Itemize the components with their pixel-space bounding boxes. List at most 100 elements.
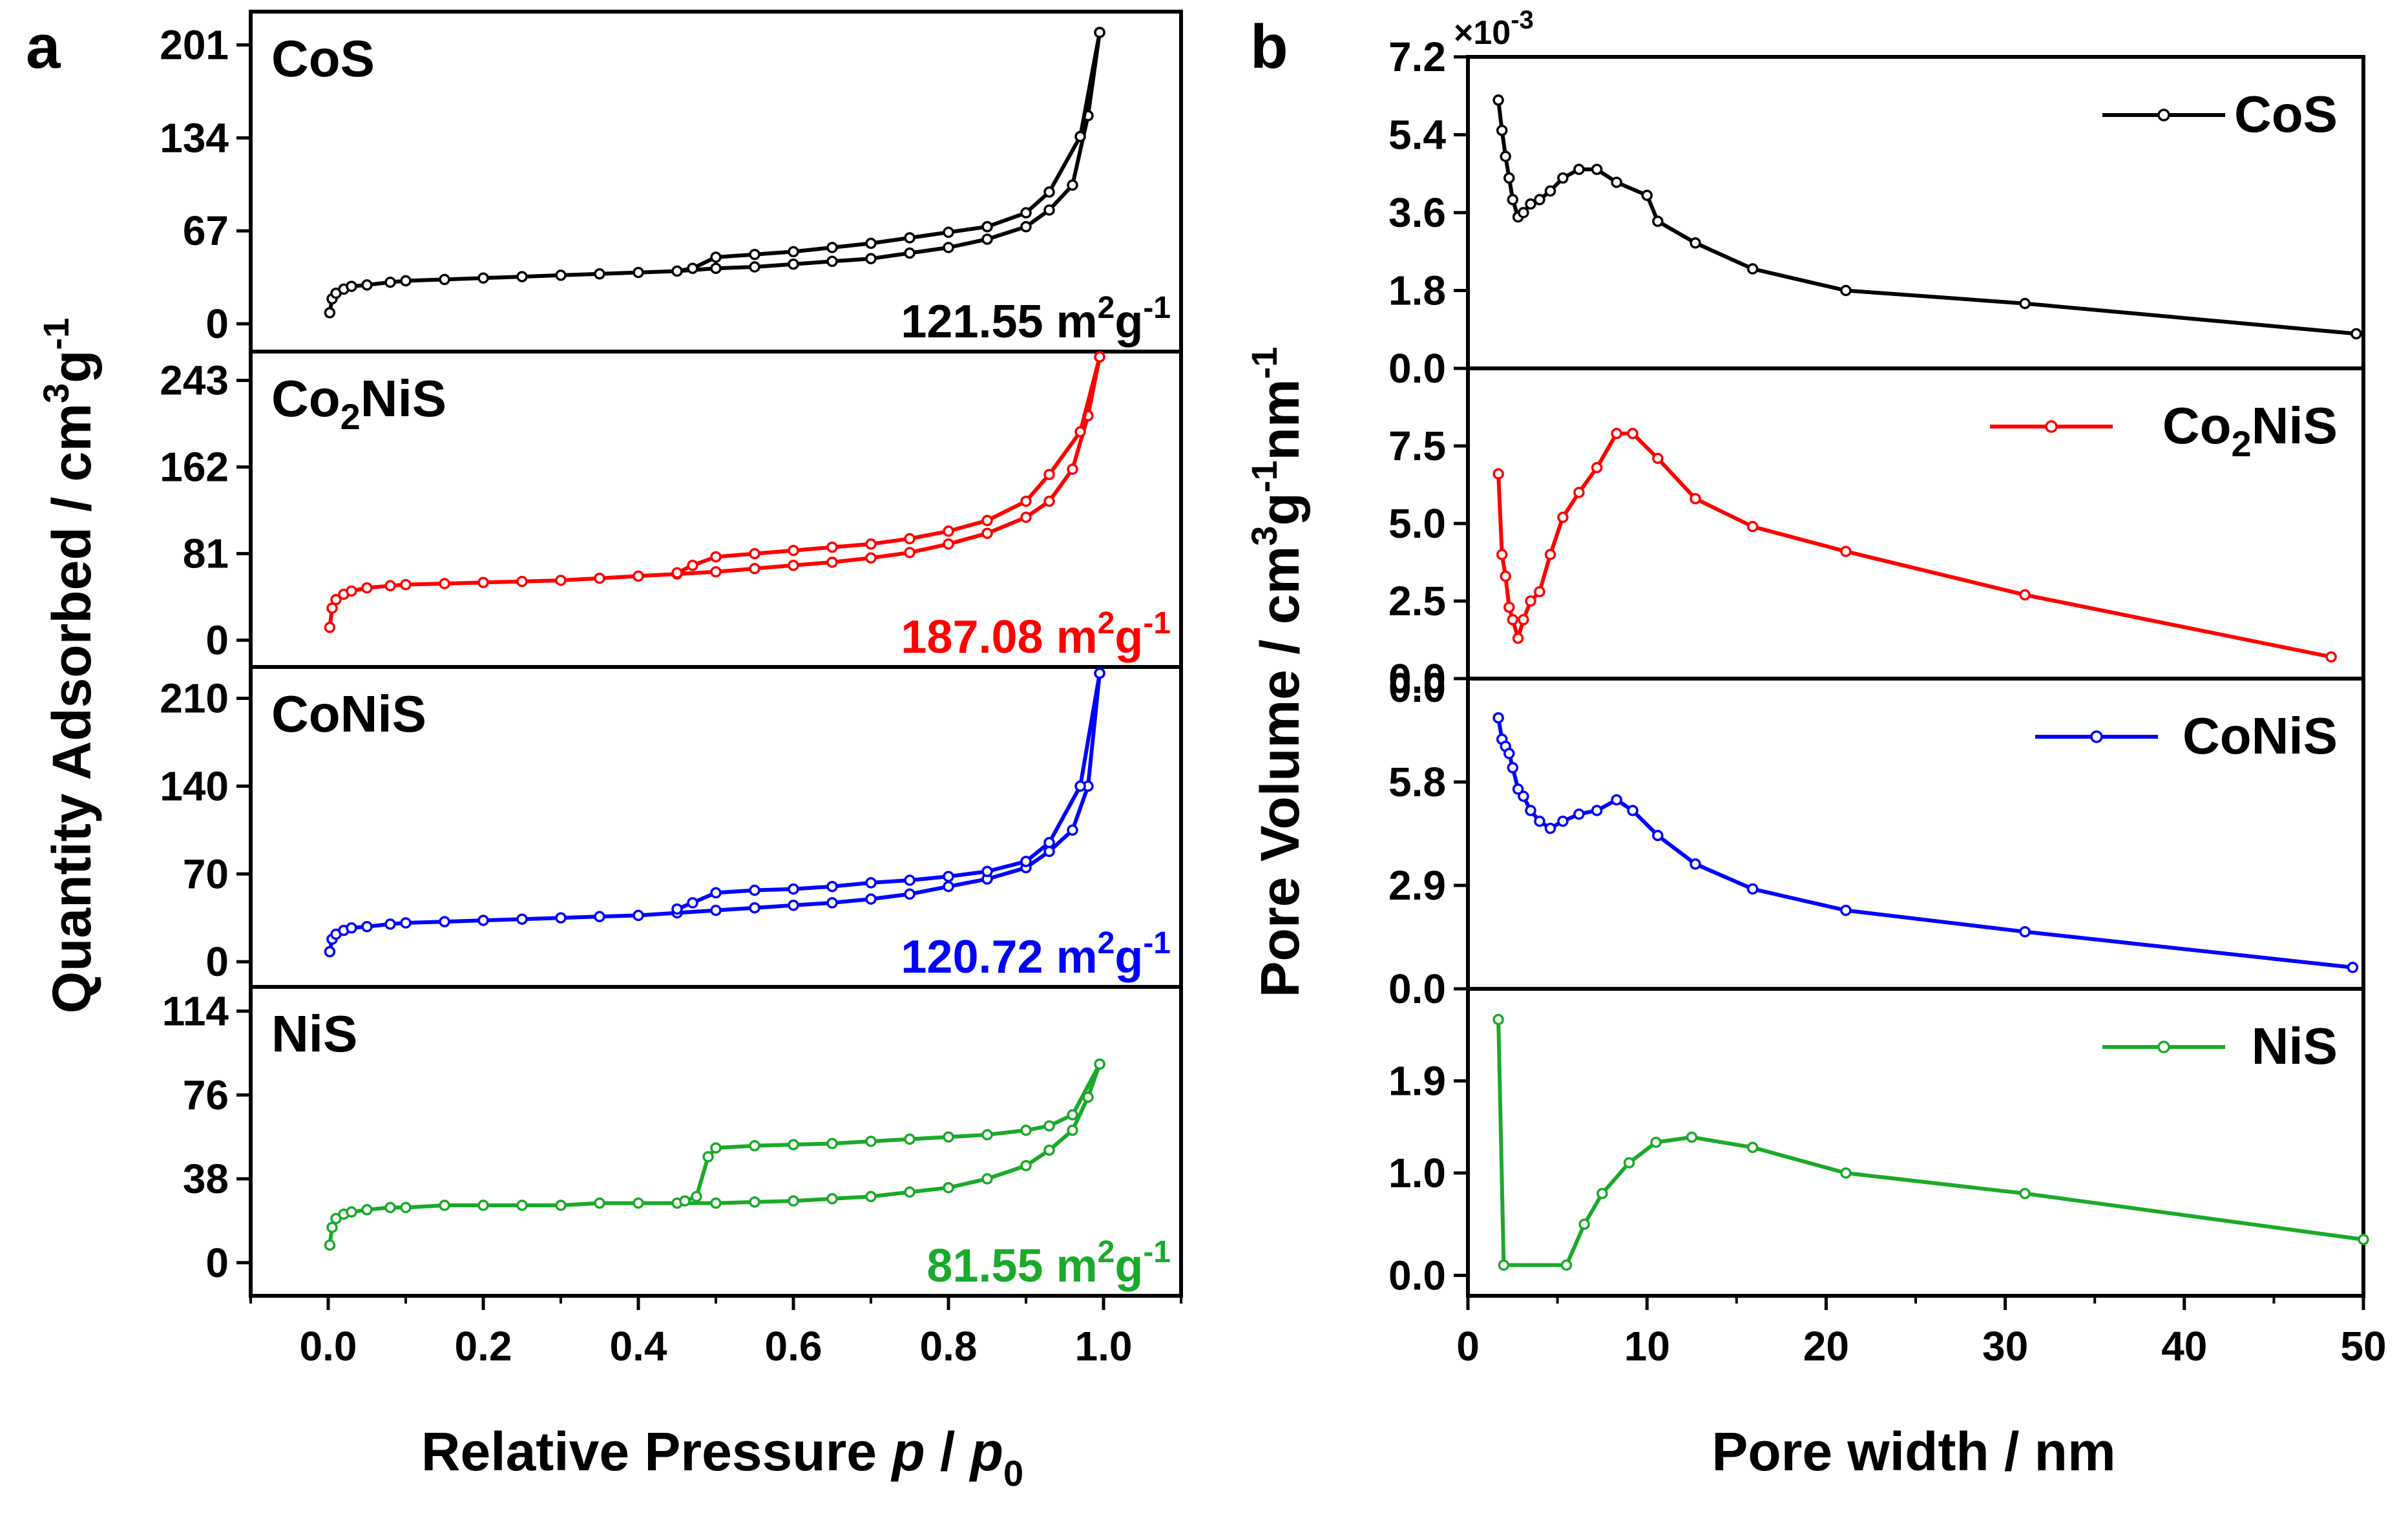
panel-a-xlabel-main: Relative Pressure bbox=[421, 1421, 892, 1482]
data-point bbox=[943, 538, 954, 550]
legend-label-main: Co bbox=[2162, 397, 2232, 454]
sample-label-NiS: NiS bbox=[271, 1005, 357, 1062]
data-point bbox=[439, 1200, 450, 1211]
data-point bbox=[943, 880, 954, 893]
data-point bbox=[710, 262, 722, 274]
data-point bbox=[1492, 712, 1504, 724]
data-point bbox=[1746, 1141, 1759, 1154]
y-tick-label: 5.4 bbox=[1388, 112, 1446, 158]
panel-b-ylabel-sup1: 3 bbox=[1244, 526, 1284, 546]
legend-CoNiS: CoNiS bbox=[2035, 707, 2338, 765]
data-point bbox=[477, 1200, 489, 1211]
data-point bbox=[384, 918, 396, 930]
y-tick-label: 114 bbox=[162, 988, 229, 1035]
x-tick-label: 0.4 bbox=[610, 1323, 667, 1369]
data-point bbox=[439, 916, 450, 927]
data-point bbox=[691, 1190, 702, 1203]
surface-area-sup1: 2 bbox=[1098, 1235, 1115, 1269]
series-line-CoS bbox=[1496, 100, 2357, 336]
data-point bbox=[1503, 601, 1515, 613]
surface-area-sup2: -1 bbox=[1143, 926, 1171, 960]
data-point bbox=[904, 247, 916, 259]
data-point bbox=[400, 917, 412, 929]
data-point bbox=[904, 874, 916, 886]
surface-area-g: g bbox=[1115, 611, 1143, 663]
data-point bbox=[1067, 1109, 1078, 1121]
data-point bbox=[2350, 328, 2362, 340]
data-point bbox=[1557, 815, 1569, 827]
data-point bbox=[687, 560, 698, 571]
data-point bbox=[1500, 151, 1511, 162]
data-point bbox=[1020, 1159, 1032, 1172]
y-tick-label: 7.2 bbox=[1388, 34, 1446, 80]
data-point bbox=[710, 904, 722, 916]
sample-label-main: Co bbox=[271, 370, 340, 427]
y-tick-label: 7.5 bbox=[1388, 423, 1446, 469]
data-point bbox=[361, 1204, 373, 1216]
y-tick-label: 67 bbox=[183, 207, 229, 254]
data-point bbox=[865, 877, 877, 889]
data-point bbox=[1020, 221, 1032, 233]
data-point bbox=[1840, 904, 1852, 916]
data-point bbox=[749, 902, 760, 914]
surface-area-main: 120.72 m bbox=[901, 931, 1097, 983]
data-point bbox=[943, 1131, 954, 1143]
data-point bbox=[361, 921, 373, 933]
data-point bbox=[826, 880, 838, 893]
y-tick-label: 0.0 bbox=[1388, 966, 1446, 1012]
panel-b-ylabel-sup3: -1 bbox=[1244, 347, 1284, 379]
y-tick-label: 0.0 bbox=[1388, 345, 1446, 392]
data-point bbox=[1043, 469, 1055, 480]
data-point bbox=[1650, 1136, 1662, 1148]
data-point bbox=[2019, 589, 2031, 601]
y-tick-label: 1.9 bbox=[1388, 1058, 1446, 1105]
data-point bbox=[516, 1200, 528, 1211]
data-point bbox=[633, 266, 644, 279]
series-line-Co2NiS-adsorption bbox=[328, 356, 1102, 628]
data-point bbox=[1500, 570, 1511, 582]
data-point bbox=[400, 578, 412, 591]
data-point bbox=[1492, 94, 1504, 106]
y-tick-label: 0 bbox=[205, 1240, 229, 1286]
data-point bbox=[904, 533, 916, 545]
y-tick-label-top: 0.0 bbox=[1388, 664, 1446, 711]
data-point bbox=[1641, 189, 1653, 201]
data-point bbox=[904, 1186, 916, 1198]
data-point bbox=[1518, 614, 1529, 626]
data-point bbox=[1652, 452, 1664, 464]
data-point bbox=[1094, 351, 1105, 363]
legend-label-NiS: NiS bbox=[2252, 1017, 2338, 1075]
data-point bbox=[555, 1200, 567, 1211]
data-point bbox=[749, 1196, 760, 1208]
data-point bbox=[710, 251, 722, 263]
data-point bbox=[826, 255, 838, 268]
surface-area-sup2: -1 bbox=[1143, 606, 1171, 640]
panel-a-ylabel-main: Quantity Adsorbed / cm bbox=[41, 403, 102, 1013]
data-point bbox=[400, 275, 412, 287]
data-point bbox=[346, 585, 357, 597]
y-tick-label: 5.8 bbox=[1388, 759, 1446, 805]
subplot-b-CoNiS: 0.0 2.9 5.8 0.0 CoNiS bbox=[1388, 664, 2363, 1012]
data-point bbox=[1746, 263, 1759, 275]
data-point bbox=[1020, 207, 1032, 219]
surface-area-sup1: 2 bbox=[1098, 606, 1115, 640]
data-point bbox=[749, 547, 760, 560]
data-point bbox=[1094, 667, 1105, 679]
x-tick-label: 40 bbox=[2161, 1323, 2207, 1369]
y-tick-label: 0 bbox=[205, 938, 229, 985]
data-point bbox=[1094, 1058, 1105, 1070]
data-point bbox=[943, 871, 954, 882]
legend-swatch-marker bbox=[2157, 1041, 2170, 1053]
data-point bbox=[1067, 179, 1078, 191]
data-point bbox=[826, 1137, 838, 1150]
data-point bbox=[1507, 614, 1519, 626]
panel-a-xlabel-sub: 0 bbox=[1003, 1453, 1023, 1494]
data-point bbox=[1544, 185, 1556, 197]
legend-label-main: CoS bbox=[2234, 85, 2338, 143]
surface-area-label-Co2NiS: 187.08 m2g-1 bbox=[901, 606, 1171, 663]
data-point bbox=[1591, 461, 1603, 474]
data-point bbox=[1074, 426, 1086, 438]
series-line-NiS-desorption bbox=[684, 1063, 1102, 1203]
data-point bbox=[384, 1201, 396, 1214]
sample-label-tail: NiS bbox=[361, 370, 446, 427]
